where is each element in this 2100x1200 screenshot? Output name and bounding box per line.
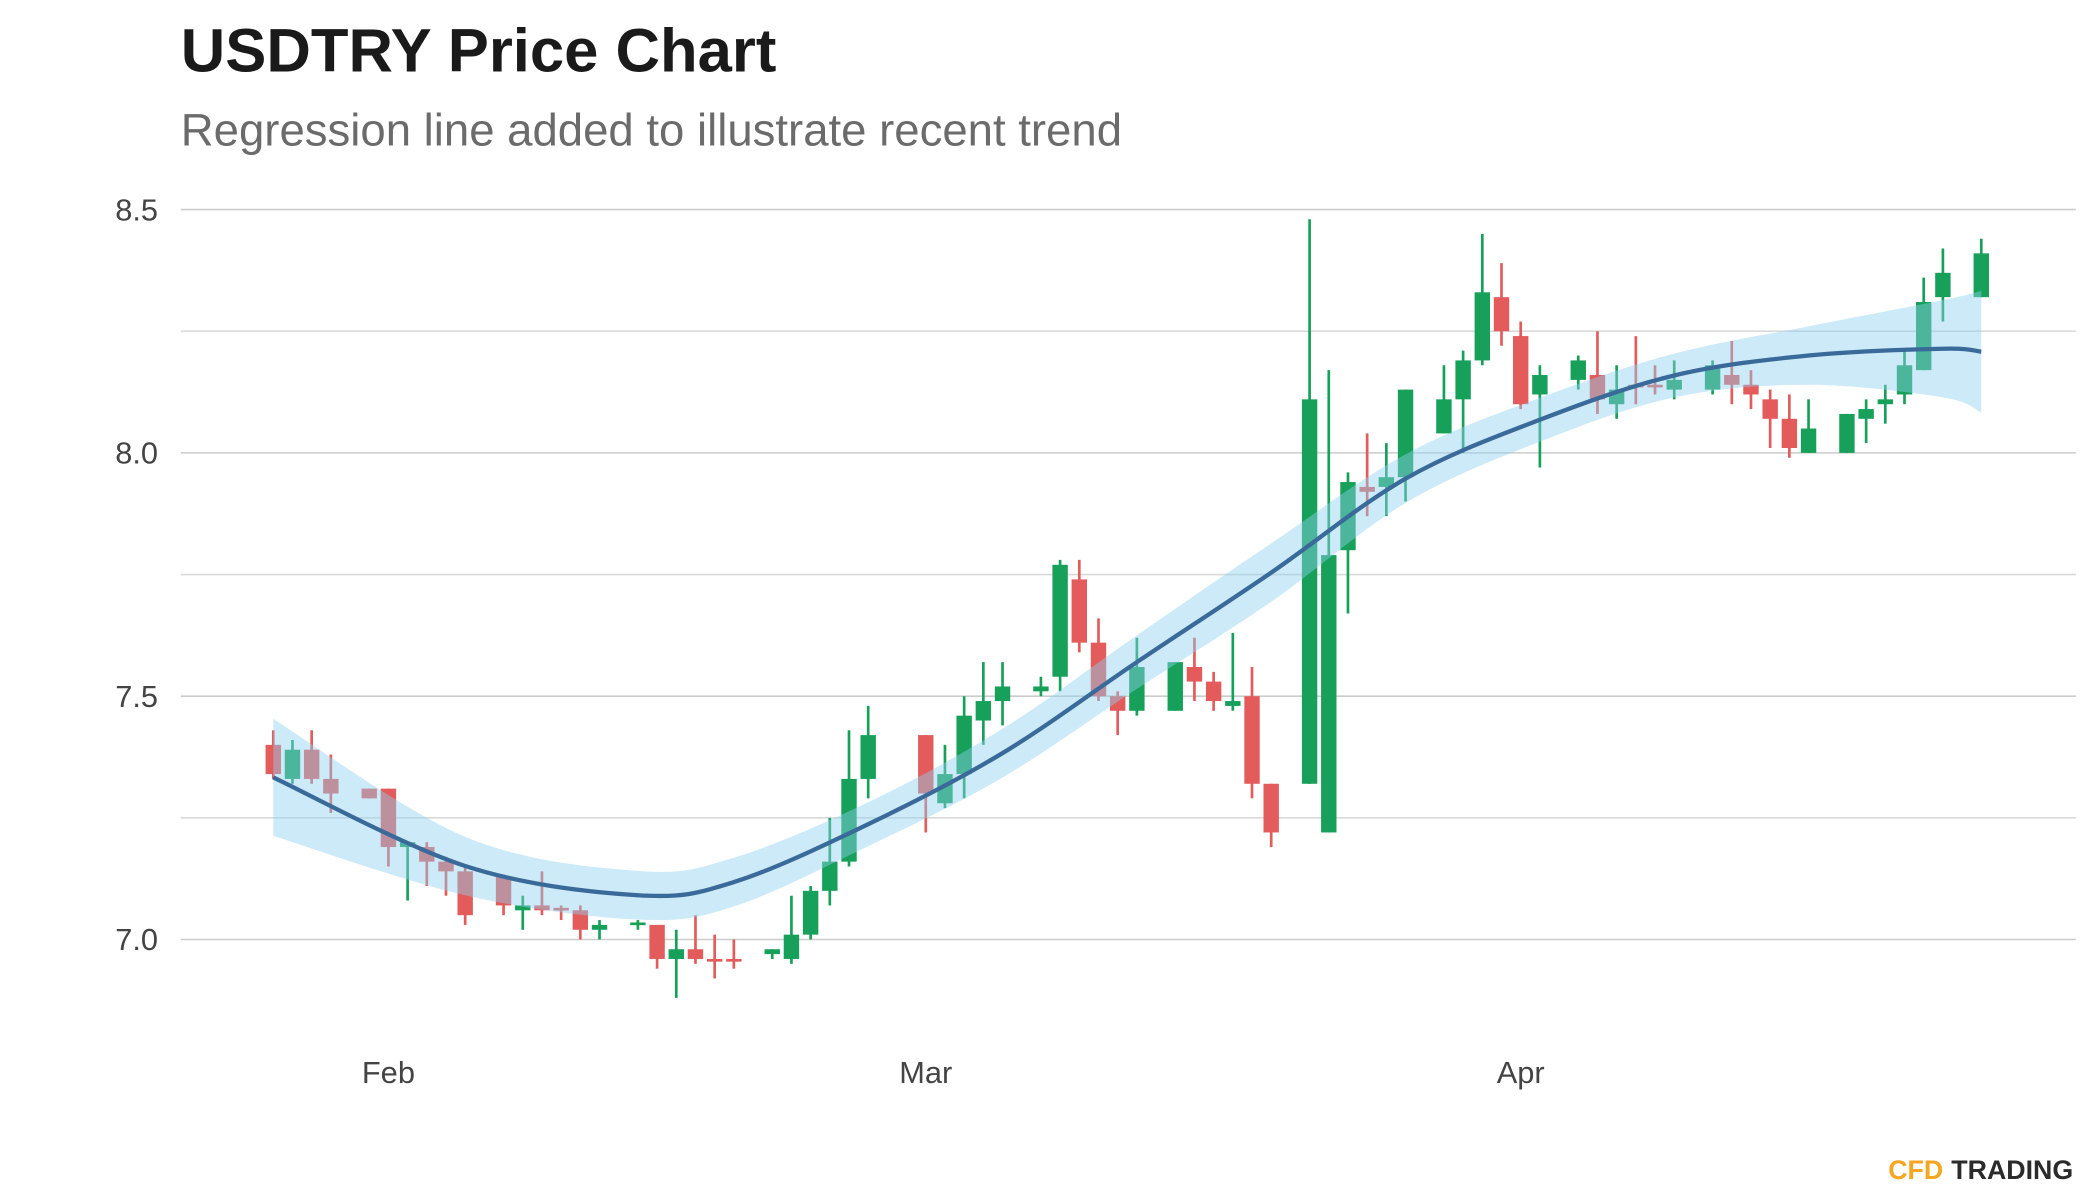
candle-body: [572, 910, 589, 930]
candle-body: [1570, 360, 1586, 380]
candle-body: [802, 890, 819, 935]
brand-logo: CFD TRADING: [1888, 1155, 2073, 1185]
candle-body: [534, 905, 550, 911]
candle-body: [1858, 409, 1874, 419]
candle-body: [764, 949, 780, 955]
candle-body: [1474, 292, 1491, 361]
candle-body: [1359, 486, 1375, 492]
candle-body: [726, 958, 742, 962]
candle-body: [1589, 375, 1606, 400]
candle-body: [668, 949, 684, 959]
candle-body: [1512, 336, 1529, 405]
y-tick-label: 7.0: [115, 922, 158, 957]
candle-body: [706, 958, 723, 962]
candle-body: [1301, 399, 1318, 784]
candle-body: [265, 744, 281, 775]
candle-body: [1033, 686, 1049, 692]
x-tick-label: Mar: [899, 1055, 952, 1090]
candle-body: [1800, 428, 1817, 453]
chart-subtitle: Regression line added to illustrate rece…: [181, 104, 1122, 155]
chart-title: USDTRY Price Chart: [181, 17, 777, 86]
candle-body: [1666, 379, 1682, 390]
candle-body: [515, 905, 531, 911]
candle-body: [361, 788, 377, 799]
candle-body: [1052, 564, 1068, 677]
candle-body: [1532, 375, 1548, 395]
candle-body: [994, 686, 1011, 702]
candle-body: [1378, 477, 1395, 487]
candle-body: [1724, 375, 1740, 385]
candle-body: [553, 907, 569, 911]
candle-body: [1647, 384, 1663, 388]
candle-body: [1186, 666, 1203, 682]
candle-body: [1205, 681, 1222, 702]
candle-body: [649, 924, 665, 959]
candle-body: [1321, 555, 1337, 833]
x-tick-label: Feb: [362, 1055, 415, 1090]
candle-body: [1071, 579, 1088, 643]
candle-body: [1225, 701, 1241, 706]
candle-body: [1263, 783, 1279, 833]
candle-body: [591, 924, 608, 930]
candle-body: [1973, 253, 1989, 298]
candle-body: [630, 922, 646, 926]
candle-body: [1935, 272, 1951, 298]
candle-body: [1493, 297, 1510, 332]
candle-body: [1839, 413, 1855, 453]
candle-body: [1455, 360, 1471, 400]
candle-body: [975, 701, 992, 721]
candle-body: [438, 861, 454, 872]
candle-body: [918, 735, 934, 794]
candle-body: [822, 861, 838, 891]
candle-body: [1129, 666, 1145, 711]
x-tick-label: Apr: [1497, 1055, 1545, 1090]
candle-body: [1244, 696, 1260, 784]
candle-body: [1762, 399, 1778, 419]
regression-line: [272, 346, 1982, 899]
y-tick-label: 8.5: [115, 192, 158, 227]
candle-body: [495, 876, 512, 906]
candle-body: [303, 749, 320, 779]
y-tick-label: 8.0: [115, 436, 158, 471]
candle-body: [1877, 399, 1894, 405]
y-tick-label: 7.5: [115, 679, 158, 714]
candle-body: [323, 778, 339, 794]
candle-body: [687, 949, 704, 959]
candle-body: [1167, 662, 1183, 711]
brand-part: TRADING: [1951, 1155, 2073, 1185]
candle-body: [1704, 365, 1721, 390]
candle-body: [956, 715, 972, 775]
candle-body: [1397, 389, 1414, 478]
candle-body: [1896, 365, 1913, 395]
candle-body: [284, 749, 301, 779]
candle-body: [1109, 696, 1126, 711]
candle-body: [841, 778, 857, 862]
candle-body: [457, 871, 473, 916]
candle-body: [1436, 399, 1452, 434]
confidence-band: [273, 290, 1982, 921]
candle-body: [860, 735, 876, 779]
candle-body: [1781, 418, 1798, 449]
candle-body: [783, 934, 800, 959]
candle-body: [1743, 384, 1759, 395]
candle-body: [1090, 642, 1107, 697]
brand-part: CFD: [1888, 1155, 1943, 1185]
candle-body: [1916, 302, 1932, 371]
